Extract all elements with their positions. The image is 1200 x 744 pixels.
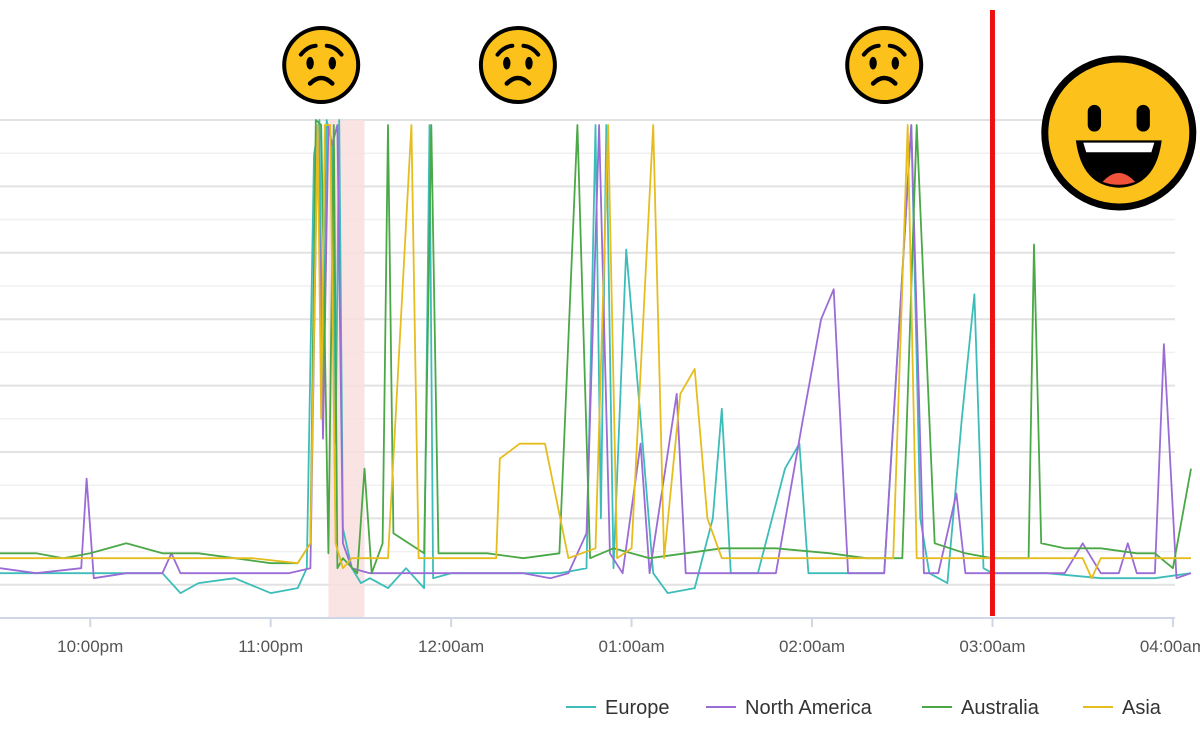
sad-face-icon [845, 26, 924, 104]
x-tick-label: 03:00am [959, 637, 1025, 656]
series-line-asia [0, 124, 1191, 580]
tongue [1102, 172, 1136, 185]
series-line-north-america [0, 124, 1192, 580]
series-line-europe [0, 119, 1192, 594]
legend-item-europe: Europe [566, 697, 670, 719]
right-brow [887, 43, 907, 57]
sad-face-icon [478, 26, 557, 104]
legend-label: Australia [961, 697, 1040, 719]
legend-label: Asia [1122, 697, 1162, 719]
left-eye [869, 56, 877, 70]
happy-face-icon [1041, 55, 1197, 211]
legend-item-asia: Asia [1083, 697, 1162, 719]
right-brow [521, 43, 541, 57]
legend-label: Europe [605, 697, 670, 719]
face-circle [282, 26, 361, 104]
right-eye [328, 56, 337, 70]
right-eye [525, 56, 533, 70]
x-tick-label: 01:00am [598, 637, 664, 656]
face-circle [845, 26, 924, 104]
legend-item-north-america: North America [706, 697, 873, 719]
left-eye [1087, 104, 1102, 132]
legend: Europe North America Australia Asia [566, 697, 1162, 719]
x-tick-label: 10:00pm [57, 637, 123, 656]
right-brow [324, 43, 344, 57]
x-tick-label: 04:00am [1140, 637, 1200, 656]
left-eye [503, 56, 511, 70]
frown-mouth [307, 75, 335, 86]
face-circle [478, 26, 557, 104]
face-circle [1041, 55, 1197, 211]
series-lines [0, 119, 1192, 594]
right-eye [1136, 104, 1150, 132]
frown-mouth [504, 75, 532, 86]
left-eye [306, 56, 314, 70]
left-brow [495, 43, 515, 57]
left-brow [861, 43, 881, 57]
legend-item-australia: Australia [922, 697, 1040, 719]
sad-face-icon [282, 26, 361, 104]
legend-label: North America [745, 697, 873, 719]
x-tick-label: 12:00am [418, 637, 484, 656]
right-eye [891, 56, 900, 70]
x-axis: 10:00pm 11:00pm 12:00am 01:00am 02:00am 03:00… [0, 617, 1200, 656]
x-tick-label: 11:00pm [238, 637, 303, 656]
frown-mouth [870, 75, 898, 86]
x-tick-label: 02:00am [779, 637, 845, 656]
emoji-faces [282, 26, 1197, 211]
left-brow [298, 43, 318, 57]
teeth [1083, 142, 1155, 153]
